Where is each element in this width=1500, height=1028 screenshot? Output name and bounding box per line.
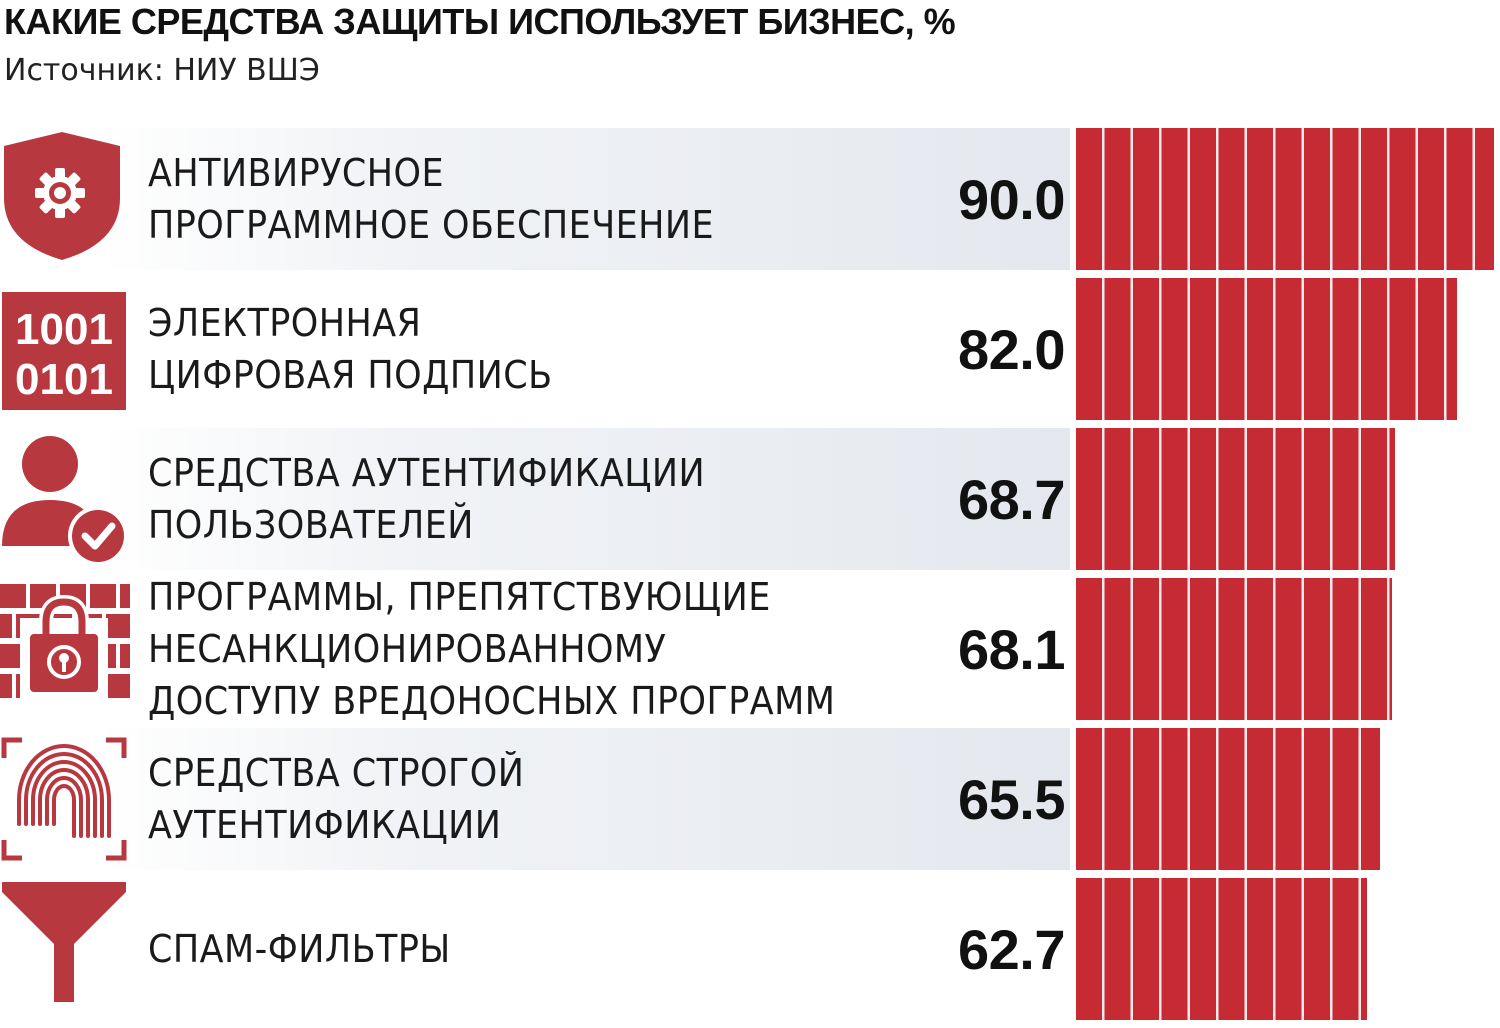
category-label-line: ПРОГРАММНОЕ ОБЕСПЕЧЕНИЕ (148, 203, 715, 247)
bar (1076, 428, 1395, 570)
category-label: ПРОГРАММЫ, ПРЕПЯТСТВУЮЩИЕ НЕСАНКЦИОНИРОВА… (148, 575, 948, 723)
chart-subtitle: Источник: НИУ ВШЭ (4, 53, 320, 88)
value-label: 90.0 (958, 167, 1066, 231)
bar (1076, 578, 1392, 720)
value-label: 65.5 (958, 767, 1066, 831)
value-label: 62.7 (958, 917, 1066, 981)
category-label-line: СРЕДСТВА СТРОГОЙ (148, 751, 525, 795)
bar (1076, 128, 1494, 270)
value-label: 68.1 (958, 617, 1066, 681)
category-label-line: НЕСАНКЦИОНИРОВАННОМУ (148, 627, 667, 671)
category-label-line: АНТИВИРУСНОЕ (148, 151, 445, 195)
category-label: АНТИВИРУСНОЕ ПРОГРАММНОЕ ОБЕСПЕЧЕНИЕ (148, 128, 948, 270)
funnel-icon (0, 878, 130, 1020)
category-label-line: СПАМ-ФИЛЬТРЫ (148, 927, 451, 971)
chart-title: КАКИЕ СРЕДСТВА ЗАЩИТЫ ИСПОЛЬЗУЕТ БИЗНЕС,… (4, 1, 956, 42)
bar (1076, 728, 1380, 870)
binary-code-icon: 1001 0101 (0, 278, 130, 420)
category-label-line: СРЕДСТВА АУТЕНТИФИКАЦИИ (148, 451, 706, 495)
category-label: СРЕДСТВА СТРОГОЙ АУТЕНТИФИКАЦИИ (148, 728, 948, 870)
bar-row: СРЕДСТВА СТРОГОЙ АУТЕНТИФИКАЦИИ 65.5 (0, 728, 1500, 870)
bar-row: АНТИВИРУСНОЕ ПРОГРАММНОЕ ОБЕСПЕЧЕНИЕ 90.0 (0, 128, 1500, 270)
svg-text:1001: 1001 (15, 305, 113, 354)
category-label-line: ПОЛЬЗОВАТЕЛЕЙ (148, 503, 474, 547)
firewall-lock-icon (0, 578, 130, 720)
user-check-icon (0, 428, 130, 570)
category-label: СПАМ-ФИЛЬТРЫ (148, 878, 948, 1020)
shield-gear-icon (0, 128, 130, 270)
category-label-line: ЦИФРОВАЯ ПОДПИСЬ (148, 353, 553, 397)
category-label-line: ДОСТУПУ ВРЕДОНОСНЫХ ПРОГРАММ (148, 679, 836, 723)
bar (1076, 878, 1367, 1020)
category-label-line: ПРОГРАММЫ, ПРЕПЯТСТВУЮЩИЕ (148, 575, 771, 619)
value-label: 68.7 (958, 467, 1066, 531)
category-label: СРЕДСТВА АУТЕНТИФИКАЦИИ ПОЛЬЗОВАТЕЛЕЙ (148, 428, 948, 570)
category-label-line: АУТЕНТИФИКАЦИИ (148, 803, 502, 847)
svg-text:0101: 0101 (15, 355, 113, 404)
fingerprint-icon (0, 728, 130, 870)
bar-row: СРЕДСТВА АУТЕНТИФИКАЦИИ ПОЛЬЗОВАТЕЛЕЙ 68.7 (0, 428, 1500, 570)
row-background (100, 428, 1070, 570)
bar (1076, 278, 1457, 420)
bar-row: СПАМ-ФИЛЬТРЫ 62.7 (0, 878, 1500, 1020)
row-background (100, 128, 1070, 270)
value-label: 82.0 (958, 317, 1066, 381)
bar-row: ПРОГРАММЫ, ПРЕПЯТСТВУЮЩИЕ НЕСАНКЦИОНИРОВА… (0, 575, 1500, 723)
category-label-line: ЭЛЕКТРОННАЯ (148, 301, 422, 345)
bar-row: 1001 0101 ЭЛЕКТРОННАЯ ЦИФРОВАЯ ПОДПИСЬ 82.… (0, 278, 1500, 420)
category-label: ЭЛЕКТРОННАЯ ЦИФРОВАЯ ПОДПИСЬ (148, 278, 948, 420)
row-background (100, 728, 1070, 870)
